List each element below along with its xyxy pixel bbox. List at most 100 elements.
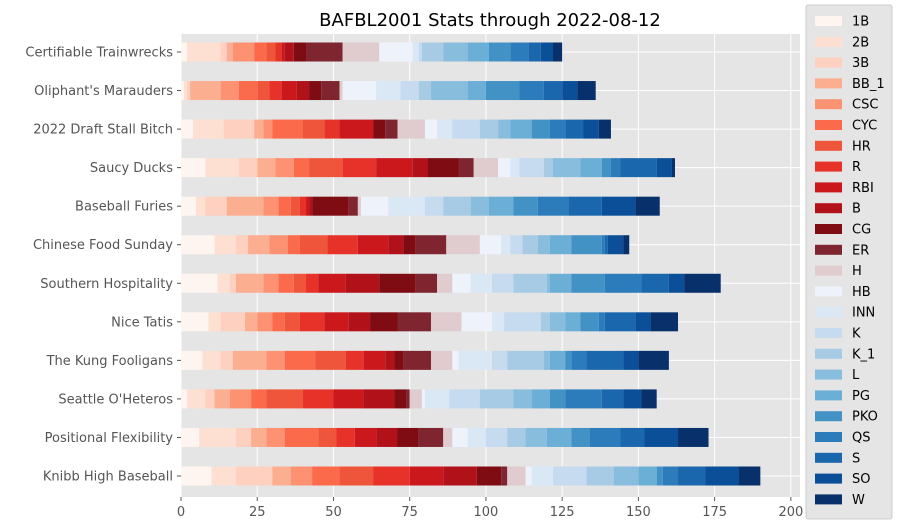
bar-segment [431, 350, 453, 370]
bar-segment [235, 235, 249, 255]
legend-swatch [815, 224, 842, 234]
bar-segment [187, 389, 206, 409]
bar-segment [470, 273, 493, 293]
x-tick-label: 0 [177, 505, 185, 520]
bar-segment [306, 273, 319, 293]
bar-segment [312, 196, 349, 216]
legend-label: HR [852, 139, 871, 154]
bar-segment [312, 466, 340, 486]
legend-swatch [815, 161, 842, 172]
legend-swatch [815, 265, 842, 276]
bar-segment [571, 273, 605, 293]
bar-segment [470, 196, 489, 216]
bar-segment [485, 427, 508, 447]
bar-segment [257, 158, 276, 178]
y-tick-label: Southern Hospitality [40, 277, 173, 292]
bar-segment [272, 466, 291, 486]
bar-segment [181, 466, 212, 486]
bar-segment [571, 427, 590, 447]
bar-segment [519, 158, 544, 178]
bar-segment [571, 350, 587, 370]
bar-segment [510, 42, 529, 62]
bar-segment [412, 158, 428, 178]
bar-segment [238, 81, 258, 101]
bar-segment [327, 235, 358, 255]
bar-segment [190, 81, 221, 101]
bar-segment [278, 273, 294, 293]
bar-segment [513, 273, 547, 293]
bar-segment [424, 196, 444, 216]
bar-segment [373, 466, 410, 486]
bar-segment [623, 235, 630, 255]
bar-segment [238, 158, 258, 178]
bar-segment [598, 119, 611, 139]
bar-segment [424, 119, 438, 139]
bar-segment [281, 81, 297, 101]
bar-segment [214, 389, 230, 409]
bar-segment [644, 427, 679, 447]
legend-label: 1B [852, 15, 869, 30]
bar-segment [370, 312, 398, 332]
legend-label: 2B [852, 35, 869, 50]
y-tick-label: Nice Tatis [111, 315, 173, 330]
bar-segment [620, 427, 645, 447]
bar-segment [345, 350, 364, 370]
bar-segment [385, 350, 395, 370]
bar-segment [641, 273, 669, 293]
legend-swatch [815, 244, 842, 255]
bar-segment [324, 119, 340, 139]
bar-segment [531, 466, 554, 486]
bar-segment [302, 119, 325, 139]
bar-segment [257, 81, 270, 101]
bar-segment [403, 235, 416, 255]
bar-segment [507, 427, 526, 447]
bar-segment [678, 466, 706, 486]
bar-segment [220, 81, 239, 101]
legend-swatch [815, 307, 842, 318]
bar-segment [245, 312, 258, 332]
y-tick-label: Seattle O'Heteros [58, 392, 173, 407]
bar-segment [333, 389, 364, 409]
bar-segment [565, 350, 572, 370]
bar-segment [251, 427, 267, 447]
bar-segment [507, 350, 544, 370]
bar-segment [376, 158, 413, 178]
bar-segment [181, 196, 197, 216]
bar-segment [580, 158, 602, 178]
bar-segment [580, 312, 599, 332]
bar-segment [571, 235, 602, 255]
bar-segment [613, 466, 639, 486]
legend-label: W [852, 493, 865, 508]
legend-label: K [852, 327, 861, 342]
bar-segment [501, 466, 508, 486]
bar-segment [318, 273, 346, 293]
bar-segment [671, 158, 675, 178]
bar-segment [181, 312, 209, 332]
bar-segment [446, 235, 480, 255]
bar-segment [418, 42, 422, 62]
bar-segment [339, 119, 374, 139]
legend-swatch [815, 432, 842, 442]
bar-segment [254, 119, 264, 139]
bar-segment [272, 312, 285, 332]
bar-segment [461, 312, 493, 332]
bar-segment [467, 42, 489, 62]
bar-segment [181, 235, 215, 255]
bar-segment [431, 81, 468, 101]
bar-segment [635, 196, 660, 216]
bar-segment [306, 42, 343, 62]
bar-segment [321, 81, 340, 101]
bar-segment [287, 235, 300, 255]
bar-segment [293, 158, 310, 178]
legend-swatch [815, 369, 842, 380]
bar-segment [400, 81, 419, 101]
bar-segment [339, 81, 343, 101]
y-tick-label: Baseball Furies [75, 200, 173, 215]
bar-segment [299, 312, 325, 332]
bar-segment [278, 196, 291, 216]
bar-segment [492, 312, 505, 332]
legend-label: B [852, 202, 861, 217]
bar-segment [199, 427, 236, 447]
bar-segment [415, 235, 447, 255]
legend-swatch [815, 203, 842, 214]
